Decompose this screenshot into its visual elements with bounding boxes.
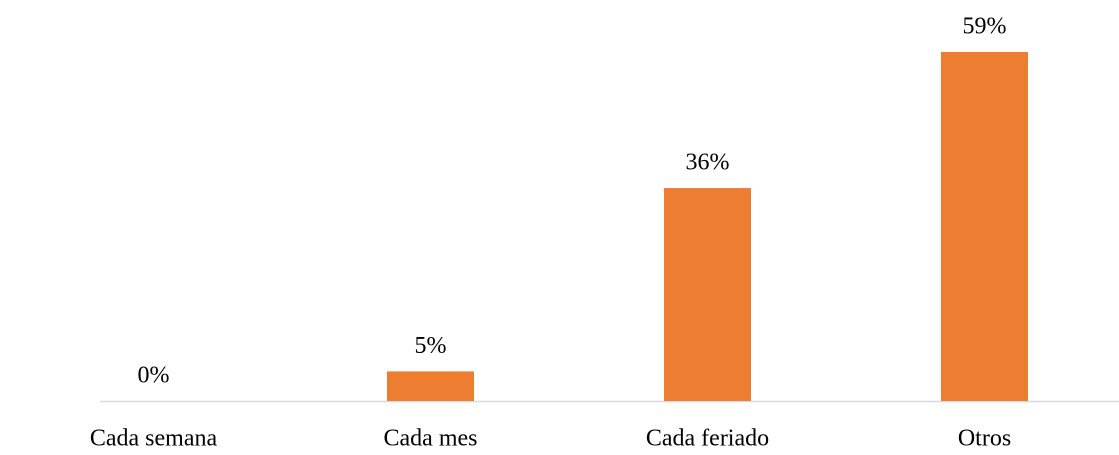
data-label: 5% <box>415 333 447 359</box>
x-tick-label: Cada semana <box>90 426 218 452</box>
bar <box>941 52 1028 401</box>
data-label: 0% <box>138 363 170 389</box>
x-tick-label: Otros <box>958 426 1011 452</box>
data-label: 36% <box>686 150 730 176</box>
data-label: 59% <box>963 14 1007 40</box>
bar <box>664 188 751 401</box>
bar <box>387 371 474 401</box>
x-tick-label: Cada feriado <box>646 426 769 452</box>
x-tick-label: Cada mes <box>384 426 478 452</box>
